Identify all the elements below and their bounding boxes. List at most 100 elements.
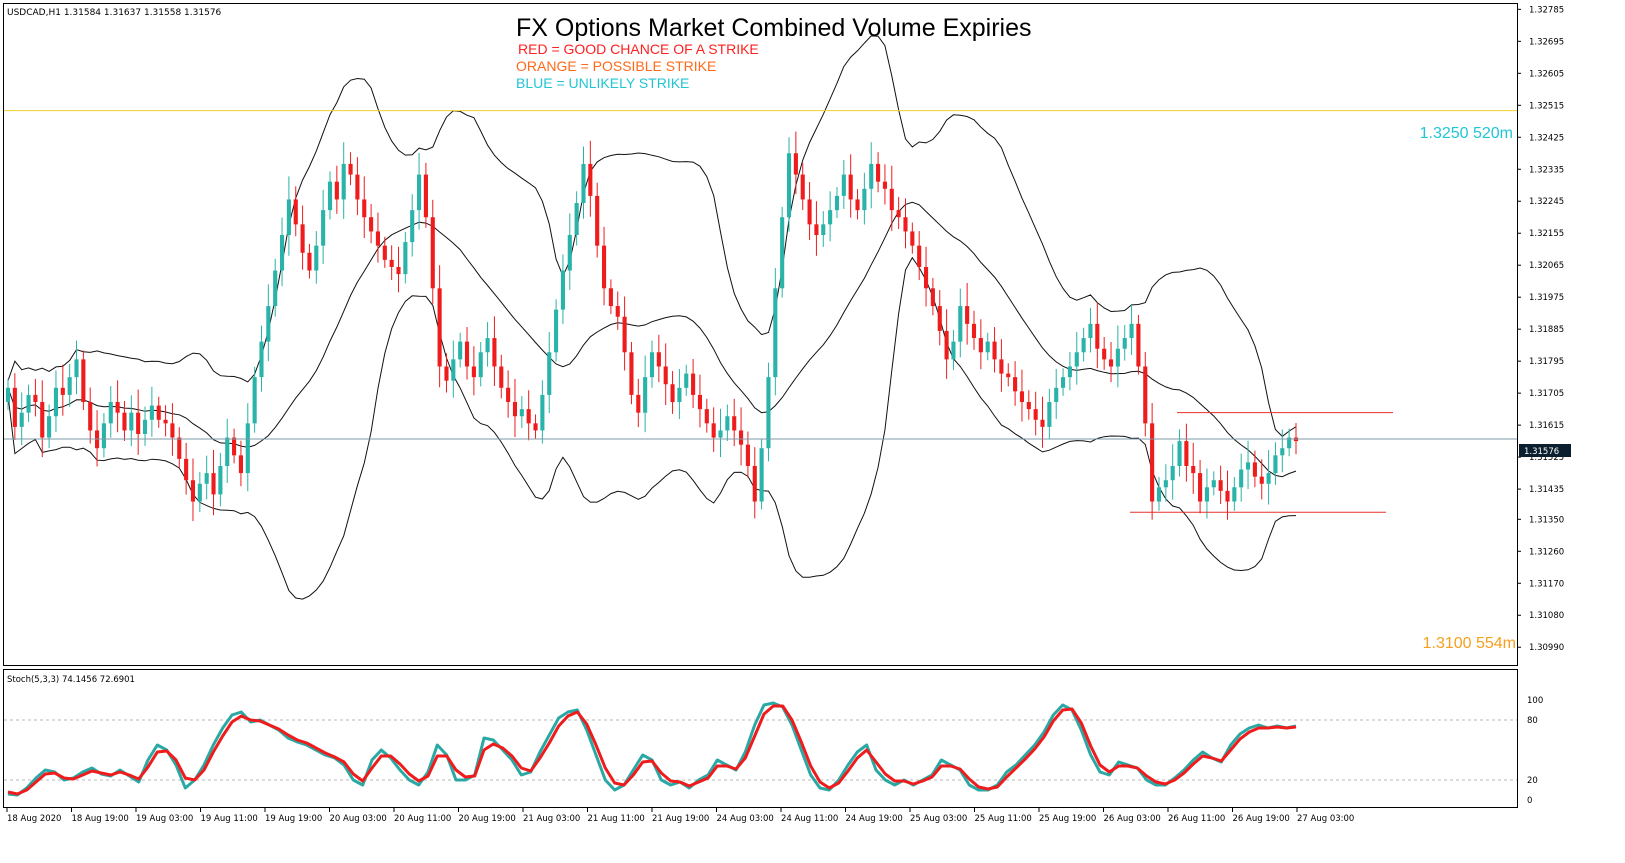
candle [417, 152, 422, 230]
candle-body [1252, 462, 1257, 477]
candle [711, 407, 716, 452]
candle-body [1074, 352, 1079, 367]
candle [184, 442, 189, 495]
candle [800, 162, 805, 211]
price-axis-label: 1.31615 [1529, 421, 1564, 431]
candle-body [1054, 387, 1059, 403]
candle-body [1218, 480, 1223, 491]
candle [300, 205, 305, 270]
candle-body [1204, 487, 1209, 502]
candle [1266, 449, 1271, 505]
candle [375, 212, 381, 263]
candle-body [286, 199, 291, 235]
candle [862, 172, 867, 225]
candle [917, 231, 922, 281]
candle [841, 160, 846, 210]
candle-body [1273, 455, 1278, 474]
candle-body [807, 199, 812, 225]
candle-body [855, 199, 860, 211]
stoch-axis-label: 100 [1527, 696, 1543, 706]
candle-body [129, 412, 134, 431]
candle [649, 340, 655, 388]
candle [554, 299, 559, 362]
candle [1287, 428, 1292, 457]
candle-body [629, 352, 634, 395]
candle [1081, 327, 1086, 362]
candle [725, 404, 730, 442]
candle-body [588, 163, 593, 196]
time-axis-label: 18 Aug 19:00 [72, 814, 129, 824]
candle-body [40, 402, 45, 438]
time-axis-label: 24 Aug 03:00 [717, 814, 774, 824]
candle [122, 400, 127, 442]
candle-body [266, 306, 271, 342]
current-price-label: 1.31576 [1524, 447, 1559, 457]
candle [540, 380, 545, 444]
time-axis-label: 20 Aug 03:00 [330, 814, 387, 824]
candle [252, 366, 257, 433]
candle-body [992, 341, 997, 360]
candle [115, 380, 120, 433]
candle [478, 341, 483, 387]
candle-body [834, 195, 840, 211]
candle [622, 296, 627, 371]
candle [389, 245, 394, 281]
candle-body [26, 394, 31, 413]
candle [821, 211, 826, 247]
candle-body [745, 444, 750, 466]
candle-body [177, 437, 182, 459]
stoch-axis-label: 80 [1527, 716, 1538, 726]
candle-body [19, 412, 24, 427]
candle [33, 378, 38, 417]
candle-body [773, 288, 778, 378]
candle [732, 398, 737, 447]
candle [129, 395, 134, 447]
candle-body [471, 366, 476, 378]
candle [1198, 459, 1203, 514]
candle-body [1067, 366, 1072, 378]
candle [574, 191, 579, 246]
candle [951, 329, 956, 370]
candle [1095, 302, 1100, 369]
candle [1170, 444, 1175, 500]
candle [718, 408, 723, 458]
candle-body [917, 245, 922, 267]
candle [697, 374, 703, 428]
candle-body [1184, 441, 1189, 466]
candle [396, 246, 401, 293]
candle-body [53, 387, 59, 417]
candle [971, 310, 977, 350]
candle [19, 392, 24, 446]
upper-expiry-label: 1.3250 520m [1420, 125, 1513, 142]
candle-body [478, 352, 483, 378]
candle [834, 187, 840, 219]
candle [190, 458, 196, 522]
legend-orange: ORANGE = POSSIBLE STRIKE [516, 58, 716, 74]
time-axis-label: 26 Aug 19:00 [1233, 814, 1290, 824]
candle-body [273, 270, 278, 307]
candle-body [1122, 338, 1127, 349]
candle-body [684, 373, 689, 388]
candle [512, 378, 518, 438]
price-axis-label: 1.31705 [1529, 389, 1564, 399]
candle [197, 472, 202, 513]
price-axis-label: 1.32515 [1529, 101, 1564, 111]
candle-body [218, 465, 223, 495]
candle-body [1006, 373, 1011, 378]
candle-body [1239, 469, 1244, 488]
chart-title: FX Options Market Combined Volume Expiri… [516, 14, 1032, 42]
candle-body [1191, 465, 1196, 474]
candle [1225, 470, 1230, 520]
candle [40, 380, 45, 458]
candle [1211, 471, 1216, 496]
candle-body [74, 359, 79, 378]
candle [1232, 477, 1237, 511]
candle-body [896, 210, 901, 218]
candle [1259, 459, 1264, 500]
candle-body [1088, 323, 1093, 339]
legend-blue: BLUE = UNLIKELY STRIKE [516, 75, 689, 91]
candle [1150, 403, 1155, 520]
candle-body [341, 163, 346, 200]
